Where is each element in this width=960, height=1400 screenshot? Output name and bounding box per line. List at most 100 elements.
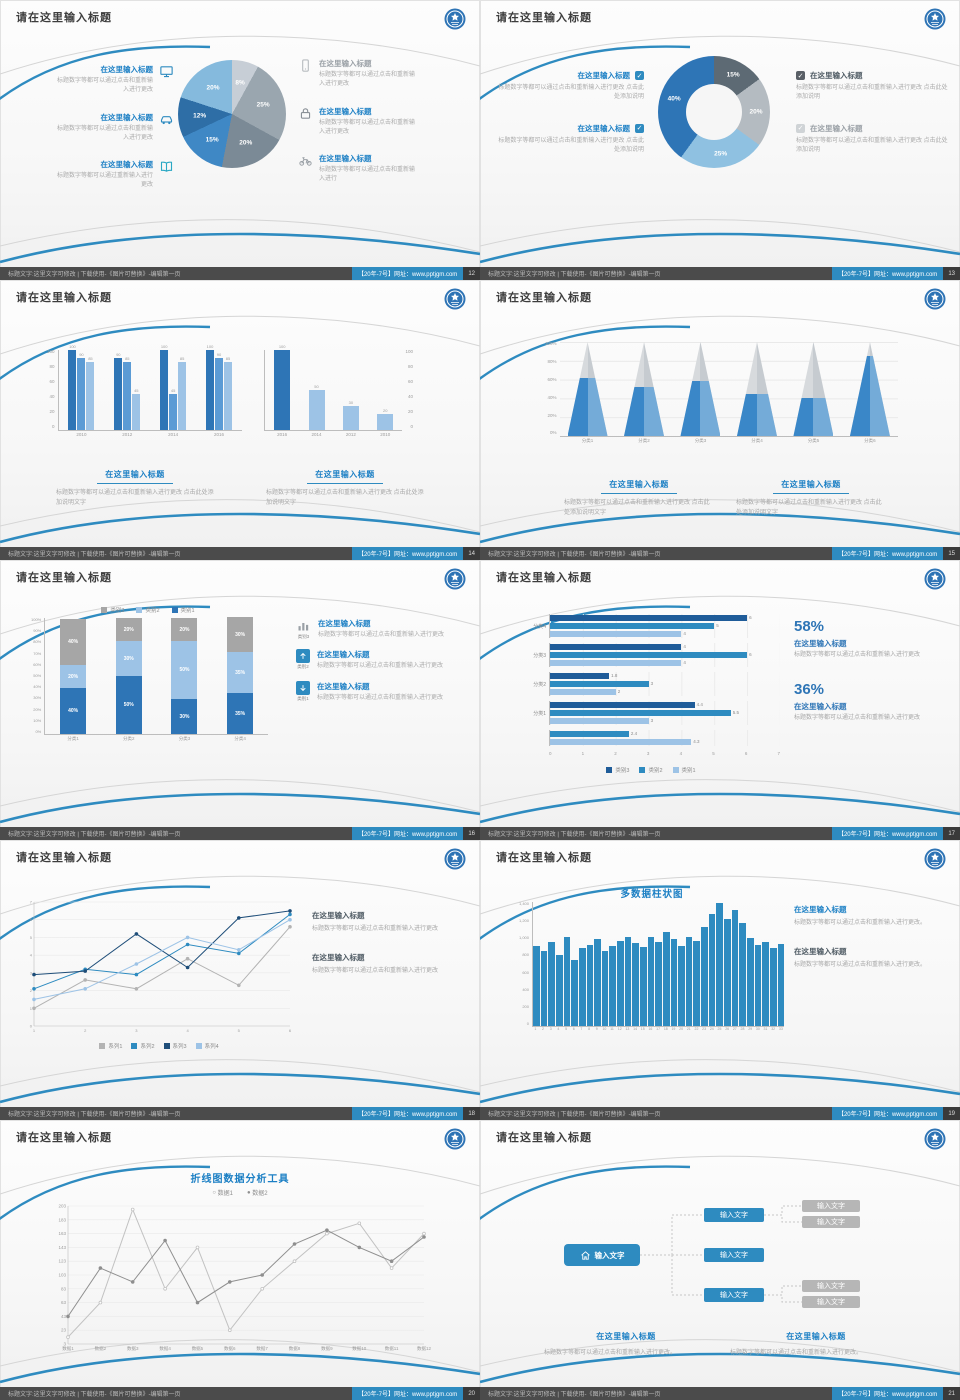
- data-point: [237, 947, 241, 952]
- bars: 1.8 3 2: [549, 672, 780, 696]
- data-point: [260, 1287, 265, 1291]
- x-tick-label: 26: [725, 1027, 730, 1031]
- bar-value: 45: [134, 388, 139, 393]
- arrow-up-icon: [296, 649, 310, 664]
- data-point: [32, 987, 36, 991]
- bar: [624, 937, 632, 1026]
- y-tick-label: 20%: [33, 706, 42, 712]
- bar: [68, 350, 77, 430]
- footer-left-text: 标题文字:这里文字可修改 | 下载使用-《图片可替换》-编辑第一页: [488, 552, 661, 558]
- slide-heading: 请在这里输入标题: [496, 852, 592, 864]
- bar: [762, 942, 769, 1026]
- block-title: 在这里输入标题: [312, 911, 365, 920]
- y-tick-label: 70%: [33, 650, 42, 656]
- bar-group: 90 85 45 2012: [114, 353, 141, 437]
- data-point: [288, 909, 292, 913]
- bar: [550, 652, 748, 658]
- info-body: 标题数字等都可以通过点击和重新输入进行更改: [317, 694, 444, 701]
- bar: [617, 941, 624, 1026]
- block-body: 标题数字等都可以通过点击和重新输入进行更改 点击此处添加说明文字: [736, 500, 882, 517]
- y-tick-label: 7: [30, 900, 33, 905]
- category-label: 2012: [122, 432, 133, 437]
- bars: 6 5 4: [549, 614, 780, 638]
- icon-caption: 类别3: [297, 634, 310, 639]
- data-point: [357, 1221, 362, 1226]
- slide-thumbnail-20[interactable]: 请在这里输入标题 折线图数据分析工具 ○ 数据1 ● 数据2 203 183 163…: [0, 1120, 480, 1400]
- bar-chart-icon: [298, 623, 309, 631]
- page-number: 20: [463, 1387, 480, 1400]
- x-tick-label: 1: [534, 1027, 537, 1031]
- info-title: 在这里输入标题: [100, 65, 154, 74]
- cone-fill: [793, 398, 834, 436]
- legend-entry: 系列4: [195, 1042, 219, 1050]
- x-tick-label: 24: [709, 1027, 714, 1031]
- cone-fill: [567, 377, 608, 436]
- slide-thumbnail-12[interactable]: 请在这里输入标题 在这里输入标题 标题数字等都可以通过点击和重新输入进行更改 在…: [0, 0, 480, 280]
- cone: 分类5: [793, 342, 834, 443]
- data-point: [288, 924, 292, 929]
- stat-value: 36%: [794, 680, 825, 698]
- stack-segment: 40%: [60, 688, 87, 734]
- checkbox-icon: ✓: [635, 123, 644, 133]
- info-title: 在这里输入标题: [577, 71, 631, 80]
- checkbox-item: 在这里输入标题 ✓ 标题数字等都可以通过点击和重新输入进行更改 点击此处添加说明: [494, 123, 644, 156]
- legend-entry: 系列2: [131, 1042, 155, 1050]
- info-column-right: 在这里输入标题 标题数字等都可以通过点击和重新输入进行更改。 在这里输入标题 标…: [794, 904, 952, 988]
- bar: [550, 660, 682, 666]
- page-number: 15: [943, 547, 960, 560]
- bar: [550, 689, 616, 695]
- info-title: 在这里输入标题: [319, 106, 372, 116]
- monitor-icon: [160, 66, 173, 78]
- bar-value: 85: [179, 356, 185, 361]
- text-block: 在这里输入标题 标题数字等都可以通过点击和重新输入进行更改: [312, 910, 470, 934]
- bar: [578, 948, 586, 1026]
- stat-body: 标题数字等都可以通过点击和重新输入进行更改: [794, 714, 921, 721]
- data-point: [98, 1300, 103, 1305]
- block-body: 标题数字等都可以通过点击和重新输入进行更改 点击此处添加说明文字: [56, 490, 214, 507]
- bar: [550, 644, 682, 650]
- school-logo-icon: [924, 8, 946, 30]
- arrow-down-icon: [296, 680, 310, 695]
- slide-thumbnail-21[interactable]: 请在这里输入标题 输入文字 输入文字 输入文字 输入文字 输入文字 输入文字 输…: [480, 1120, 960, 1400]
- cone: 分类2: [624, 342, 664, 443]
- stack-segment: 40%: [60, 619, 87, 665]
- block-body: 标题数字等都可以通过点击和重新输入进行更改 点击此处添加说明文字: [266, 490, 424, 507]
- slide-thumbnail-19[interactable]: 请在这里输入标题 多数据柱状图 1,400 1,200 1,000 800 600 400…: [480, 840, 960, 1120]
- info-body: 标题数字等都可以通过点击和重新输入进行更改 点击此处添加说明: [796, 85, 948, 101]
- y-tick-label: 10%: [33, 717, 42, 723]
- legend-swatch: [136, 607, 143, 613]
- block-title: 在这里输入标题: [773, 479, 849, 494]
- footer-left-text: 标题文字:这里文字可修改 | 下载使用-《图片可替换》-编辑第一页: [488, 832, 661, 838]
- bar-wrap: 100: [206, 345, 215, 430]
- y-tick-label: 5: [30, 935, 33, 940]
- data-point: [389, 1266, 394, 1270]
- info-body: 标题数字等都可以通过点击和重新输入进行更改: [56, 125, 153, 141]
- slide-thumbnail-13[interactable]: 请在这里输入标题 在这里输入标题 ✓ 标题数字等都可以通过点击和重新输入进行更改…: [480, 0, 960, 280]
- x-tick-label: 0: [549, 751, 552, 756]
- stacked-column: 50% 30% 20% 分类2: [115, 618, 142, 741]
- bar-wrap: 85: [86, 357, 95, 430]
- slide-thumbnail-15[interactable]: 请在这里输入标题 100% 80% 60% 40% 20% 0% 分类1 分类2 分类3 分类4 分…: [480, 280, 960, 560]
- bar-value: 20: [383, 408, 388, 413]
- y-tick-label: 63: [61, 1300, 67, 1305]
- slide-thumbnail-16[interactable]: 请在这里输入标题 类别3 类别2 类别1 100% 90% 80% 70% 60% 50%…: [0, 560, 480, 840]
- slide-thumbnail-14[interactable]: 请在这里输入标题 100 80 60 40 20 0 100 90 85 2010 90 85 45 20…: [0, 280, 480, 560]
- block-body: 标题数字等都可以通过点击和重新输入进行更改: [312, 968, 439, 975]
- data-point: [163, 1287, 167, 1291]
- y-tick-label: 200: [522, 1003, 530, 1009]
- x-tick-label: 18: [663, 1027, 668, 1031]
- stat-body: 标题数字等都可以通过点击和重新输入进行更改: [794, 652, 921, 658]
- category-label: 2014: [168, 432, 179, 437]
- bar: [274, 350, 291, 430]
- slide-thumbnail-17[interactable]: 请在这里输入标题 分类4 6 5 4 分类3 4 6 4 分类2 1.8 3 2 分类1 4.4 5.5 3 2…: [480, 560, 960, 840]
- category-label: 2014: [311, 432, 322, 437]
- info-title: 在这里输入标题: [577, 123, 631, 133]
- icon-caption: 类别2: [297, 664, 309, 670]
- chart-title: 多数据柱状图: [620, 889, 684, 900]
- bar-value: 3: [650, 717, 654, 723]
- checkbox-icon: ✓: [796, 123, 805, 133]
- bar: [215, 358, 224, 430]
- cone: 分类3: [680, 342, 721, 443]
- data-point: [66, 1335, 70, 1339]
